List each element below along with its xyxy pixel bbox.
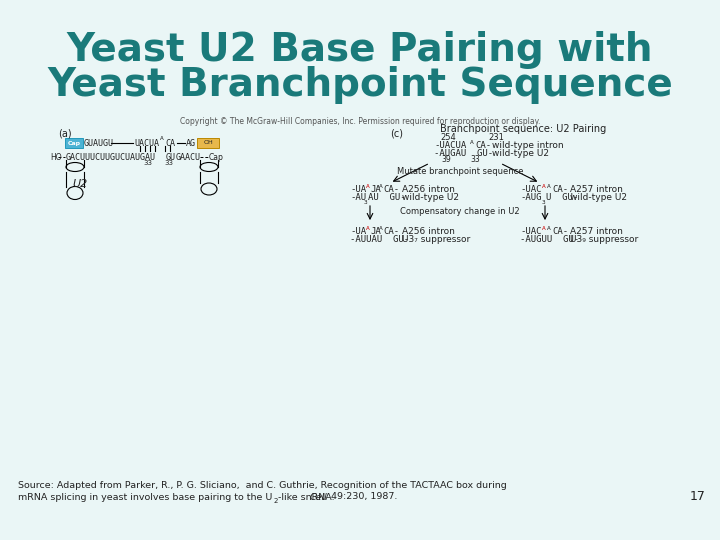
Ellipse shape (201, 183, 217, 195)
Text: wild-type U2: wild-type U2 (492, 150, 549, 159)
Text: -AUG: -AUG (520, 193, 541, 202)
Text: CA-: CA- (383, 227, 399, 237)
Text: Yeast Branchpoint Sequence: Yeast Branchpoint Sequence (47, 66, 673, 104)
Text: JA: JA (370, 186, 381, 194)
Text: 33: 33 (164, 160, 174, 166)
Text: A: A (160, 137, 163, 141)
Text: Cap: Cap (209, 152, 224, 161)
Text: (c): (c) (390, 129, 403, 139)
Text: Cap: Cap (68, 140, 81, 145)
Text: -UAC: -UAC (520, 186, 541, 194)
Text: AU  GU-: AU GU- (368, 193, 405, 202)
Text: 49:230, 1987.: 49:230, 1987. (328, 492, 397, 502)
Ellipse shape (67, 186, 83, 199)
Text: A: A (470, 139, 474, 145)
Text: A: A (366, 226, 370, 231)
Text: -AUUAU  GU-: -AUUAU GU- (350, 235, 409, 245)
Text: U  GU-: U GU- (546, 193, 578, 202)
Text: A: A (366, 184, 370, 188)
Text: -AUGUU  GU-: -AUGUU GU- (520, 235, 579, 245)
Text: wild-type U2: wild-type U2 (402, 193, 459, 202)
Text: wild-type intron: wild-type intron (492, 141, 564, 151)
Text: CA-: CA- (552, 186, 568, 194)
Text: (a): (a) (58, 129, 71, 139)
Text: 3: 3 (364, 199, 368, 205)
Text: A: A (379, 226, 383, 231)
Text: 39: 39 (441, 156, 451, 165)
Text: -UA: -UA (350, 186, 366, 194)
Text: -UA: -UA (350, 227, 366, 237)
Text: Source: Adapted from Parker, R., P. G. Sliciano,  and C. Guthrie, Recognition of: Source: Adapted from Parker, R., P. G. S… (18, 481, 507, 489)
Ellipse shape (200, 163, 218, 172)
Text: 3: 3 (542, 199, 546, 205)
Text: -like snRNA.: -like snRNA. (278, 492, 341, 502)
Text: mRNA splicing in yeast involves base pairing to the U: mRNA splicing in yeast involves base pai… (18, 492, 272, 502)
Ellipse shape (66, 163, 84, 172)
Text: JA: JA (370, 227, 381, 237)
Text: HO: HO (50, 152, 62, 161)
Text: 33: 33 (470, 156, 480, 165)
Text: -AUGAU  GU-: -AUGAU GU- (434, 150, 493, 159)
Text: 254: 254 (440, 133, 456, 143)
Bar (65, 138, 83, 148)
Text: GU: GU (166, 152, 176, 161)
Text: UACUA: UACUA (134, 138, 159, 147)
Text: Compensatory change in U2: Compensatory change in U2 (400, 207, 520, 217)
Bar (197, 138, 219, 148)
Text: A: A (547, 226, 551, 231)
Text: -UACUA: -UACUA (434, 141, 467, 151)
Text: Cell: Cell (310, 492, 328, 502)
Text: CA: CA (165, 138, 175, 147)
Text: CA-: CA- (383, 186, 399, 194)
Text: A: A (547, 184, 551, 188)
Text: U3₉ suppressor: U3₉ suppressor (570, 235, 638, 245)
Text: OH: OH (203, 140, 213, 145)
Text: Copyright © The McGraw-Hill Companies, Inc. Permission required for reproduction: Copyright © The McGraw-Hill Companies, I… (180, 118, 540, 126)
Text: GUAUGU: GUAUGU (84, 138, 114, 147)
Text: 33: 33 (143, 160, 153, 166)
Text: CA-: CA- (475, 141, 491, 151)
Text: 231: 231 (488, 133, 504, 143)
Text: wild-type U2: wild-type U2 (570, 193, 627, 202)
Text: 2: 2 (274, 498, 279, 504)
Text: A256 intron: A256 intron (402, 227, 455, 237)
Text: AG: AG (186, 138, 196, 147)
Text: -UAC: -UAC (520, 227, 541, 237)
Text: GAACU: GAACU (176, 152, 201, 161)
Text: A257 intron: A257 intron (570, 227, 623, 237)
Text: U2: U2 (72, 179, 87, 189)
Text: 17: 17 (690, 490, 706, 503)
Text: Mutate branchpoint sequence: Mutate branchpoint sequence (397, 167, 523, 177)
Text: CA-: CA- (552, 227, 568, 237)
Text: A: A (542, 184, 546, 188)
Text: A: A (542, 226, 546, 231)
Text: Yeast U2 Base Pairing with: Yeast U2 Base Pairing with (67, 31, 653, 69)
Text: U3₇ suppressor: U3₇ suppressor (402, 235, 470, 245)
Text: A: A (379, 184, 383, 188)
Text: A257 intron: A257 intron (570, 186, 623, 194)
Text: Branchpoint sequence: U2 Pairing: Branchpoint sequence: U2 Pairing (440, 124, 606, 134)
Text: A256 intron: A256 intron (402, 186, 455, 194)
Text: -AU: -AU (350, 193, 366, 202)
Text: GACUUUCUUGUCUAUGAU: GACUUUCUUGUCUAUGAU (66, 152, 156, 161)
